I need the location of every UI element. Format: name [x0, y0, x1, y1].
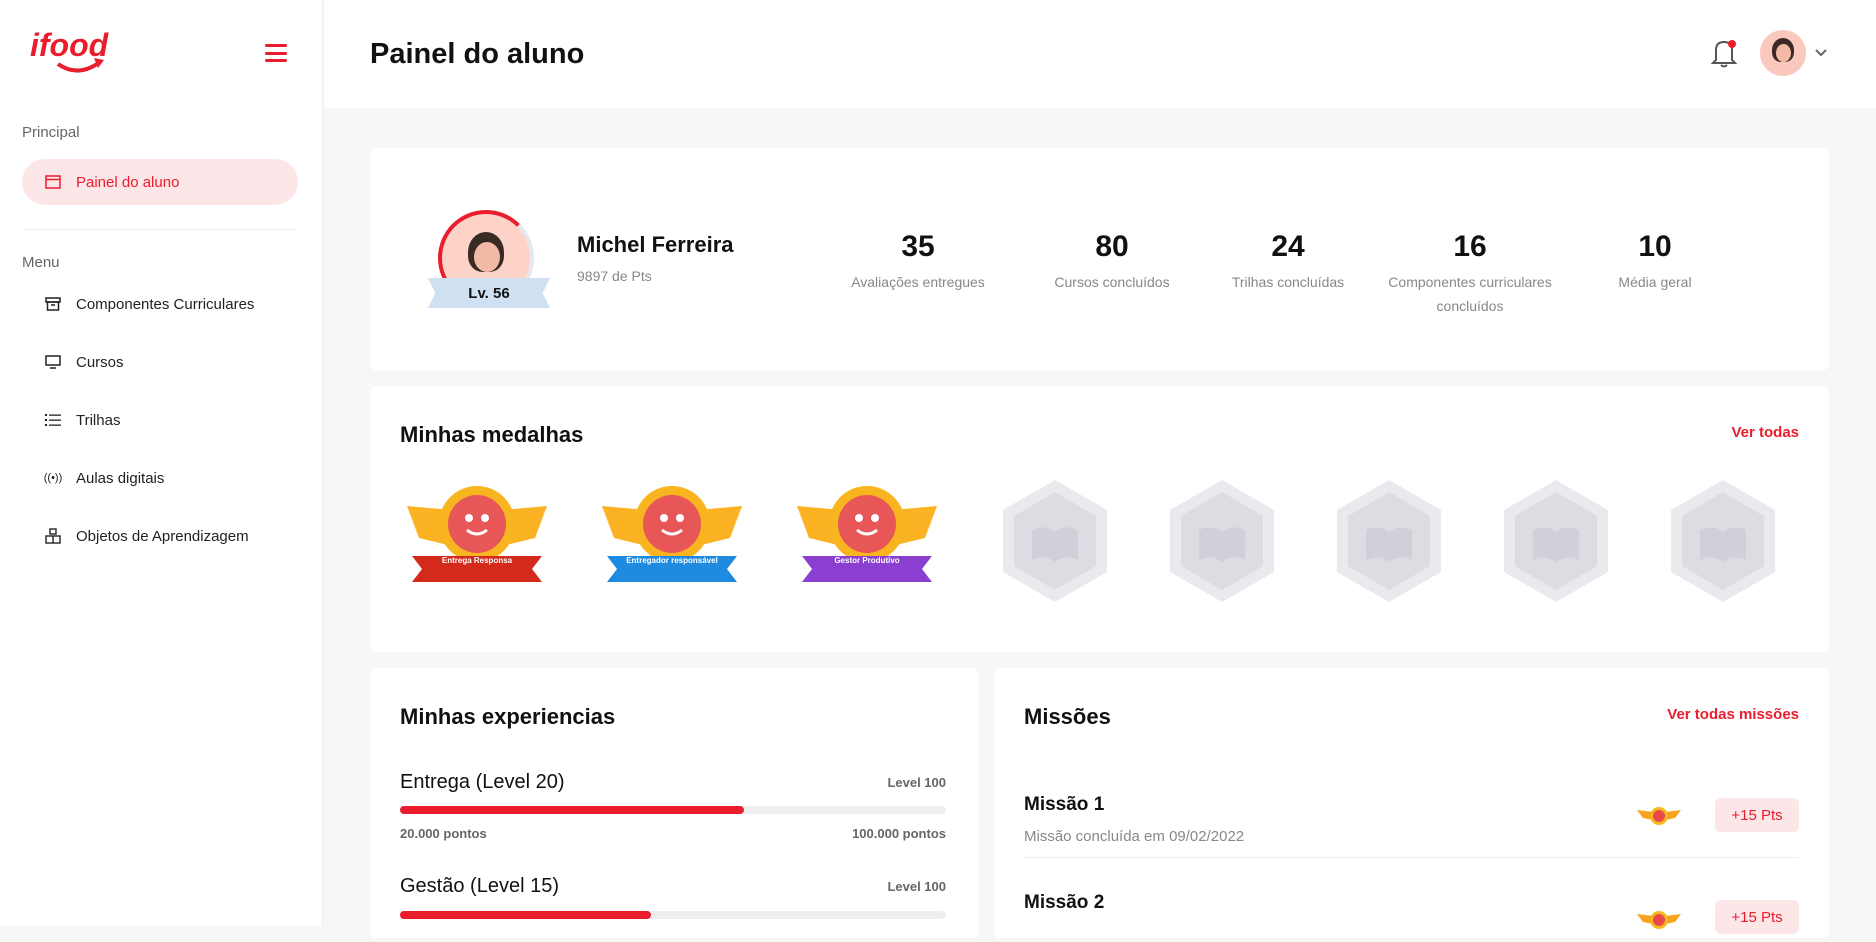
sidebar-item-componentes-curriculares[interactable]: Componentes Curriculares	[22, 281, 298, 327]
mission-name: Missão 1	[1024, 794, 1105, 815]
menu-toggle-button[interactable]	[265, 44, 287, 62]
sidebar-item-trilhas[interactable]: Trilhas	[22, 397, 298, 443]
see-all-medals-link[interactable]: Ver todas	[1731, 424, 1799, 441]
stat-componentes: 16 Componentes curriculares concluídos	[1388, 230, 1552, 314]
mission-name: Missão 2	[1024, 892, 1105, 913]
profile-points: 9897 de Pts	[577, 268, 652, 284]
sidebar-item-label: Objetos de Aprendizagem	[76, 527, 249, 545]
profile-name: Michel Ferreira	[577, 232, 734, 257]
mission-item[interactable]: Missão 1 Missão concluída em 09/02/2022 …	[1024, 794, 1799, 858]
experience-max-level: Level 100	[887, 879, 946, 894]
medals-title: Minhas medalhas	[400, 422, 584, 447]
medal-earned[interactable]: Entrega Responsa	[407, 476, 547, 596]
medals-card: Minhas medalhas Ver todas Entrega Respon…	[370, 386, 1829, 652]
medal-label: Entrega Responsa	[441, 556, 513, 565]
experience-progress-bar	[400, 911, 946, 919]
sidebar-item-objetos-de-aprendizagem[interactable]: Objetos de Aprendizagem	[22, 513, 298, 559]
medal-locked[interactable]	[1167, 478, 1277, 604]
list-icon	[44, 411, 62, 429]
stat-media-geral: 10 Média geral	[1618, 230, 1692, 290]
sidebar-item-label: Componentes Curriculares	[76, 295, 255, 313]
sidebar-item-label: Trilhas	[76, 411, 121, 429]
experience-name: Gestão (Level 15)	[400, 875, 559, 897]
sidebar: ifood Principal Painel do aluno Menu Com…	[0, 0, 323, 926]
browser-window-icon	[44, 173, 62, 191]
user-avatar[interactable]	[1760, 30, 1806, 76]
experience-current-points: 20.000 pontos	[400, 826, 487, 841]
medal-locked[interactable]	[1000, 478, 1110, 604]
experience-progress-bar	[400, 806, 946, 814]
stat-cursos: 80 Cursos concluídos	[1054, 230, 1170, 290]
medal-label: Gestor Produtivo	[834, 556, 900, 565]
experience-max-level: Level 100	[887, 775, 946, 790]
section-label-principal: Principal	[22, 124, 80, 141]
sidebar-item-label: Cursos	[76, 353, 124, 371]
mission-points-badge: +15 Pts	[1715, 798, 1799, 832]
top-bar: Painel do aluno	[324, 0, 1876, 108]
experiences-card: Minhas experiencias Entrega (Level 20) L…	[370, 668, 978, 938]
experience-total-points: 100.000 pontos	[852, 826, 946, 841]
experience-name: Entrega (Level 20)	[400, 771, 565, 793]
sidebar-item-label: Painel do aluno	[76, 173, 180, 191]
medal-icon	[1637, 908, 1681, 932]
ifood-logo[interactable]: ifood	[30, 26, 125, 78]
level-badge: Lv. 56	[428, 278, 550, 308]
svg-text:ifood: ifood	[30, 27, 110, 63]
bell-icon[interactable]	[1708, 36, 1740, 70]
medal-locked[interactable]	[1334, 478, 1444, 604]
medal-label: Entregador responsável	[626, 556, 718, 565]
cubes-icon	[44, 527, 62, 545]
page-title: Painel do aluno	[370, 38, 585, 70]
medal-earned[interactable]: Gestor Produtivo	[797, 476, 937, 596]
broadcast-icon: ((•))	[43, 472, 63, 484]
sidebar-item-aulas-digitais[interactable]: ((•)) Aulas digitais	[22, 455, 298, 501]
medal-locked[interactable]	[1501, 478, 1611, 604]
sidebar-item-painel-do-aluno[interactable]: Painel do aluno	[22, 159, 298, 205]
experiences-title: Minhas experiencias	[400, 704, 616, 729]
mission-date: Missão concluída em 09/02/2022	[1024, 828, 1245, 845]
stat-avaliacoes: 35 Avaliações entregues	[851, 230, 985, 290]
sidebar-item-cursos[interactable]: Cursos	[22, 339, 298, 385]
missions-card: Missões Ver todas missões Missão 1 Missã…	[994, 668, 1829, 938]
missions-title: Missões	[1024, 704, 1111, 729]
chevron-down-icon[interactable]	[1814, 48, 1828, 58]
see-all-missions-link[interactable]: Ver todas missões	[1667, 706, 1799, 723]
medal-locked[interactable]	[1668, 478, 1778, 604]
divider	[22, 229, 298, 230]
medal-icon	[1637, 804, 1681, 828]
stat-trilhas: 24 Trilhas concluídas	[1231, 230, 1345, 290]
archive-box-icon	[44, 295, 62, 313]
sidebar-item-label: Aulas digitais	[76, 469, 165, 487]
profile-card: Lv. 56 Michel Ferreira 9897 de Pts 35 Ava…	[370, 148, 1829, 370]
mission-item[interactable]: Missão 2 +15 Pts	[1024, 892, 1799, 942]
medal-earned[interactable]: Entregador responsável	[602, 476, 742, 596]
mission-points-badge: +15 Pts	[1715, 900, 1799, 934]
monitor-icon	[44, 353, 62, 371]
section-label-menu: Menu	[22, 254, 60, 271]
